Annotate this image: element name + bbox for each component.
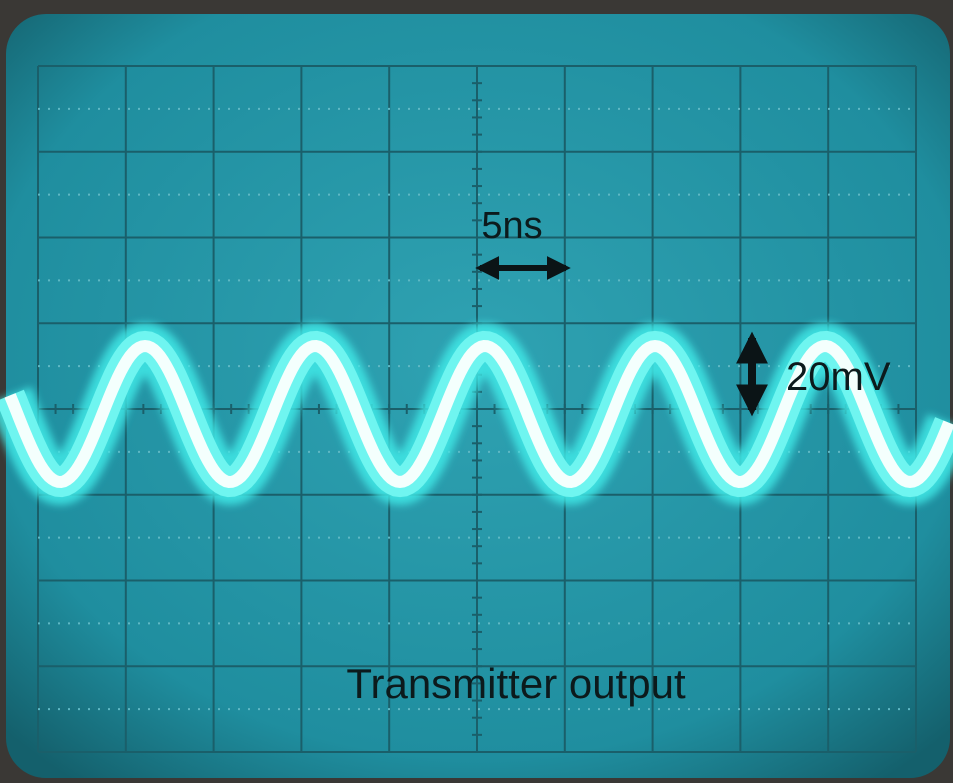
voltage-scale-label: 20mV [786, 355, 891, 399]
oscilloscope-photo: 5ns 20mV Transmitter output [0, 0, 953, 783]
time-scale-label: 5ns [481, 205, 542, 247]
caption: Transmitter output [346, 660, 686, 707]
